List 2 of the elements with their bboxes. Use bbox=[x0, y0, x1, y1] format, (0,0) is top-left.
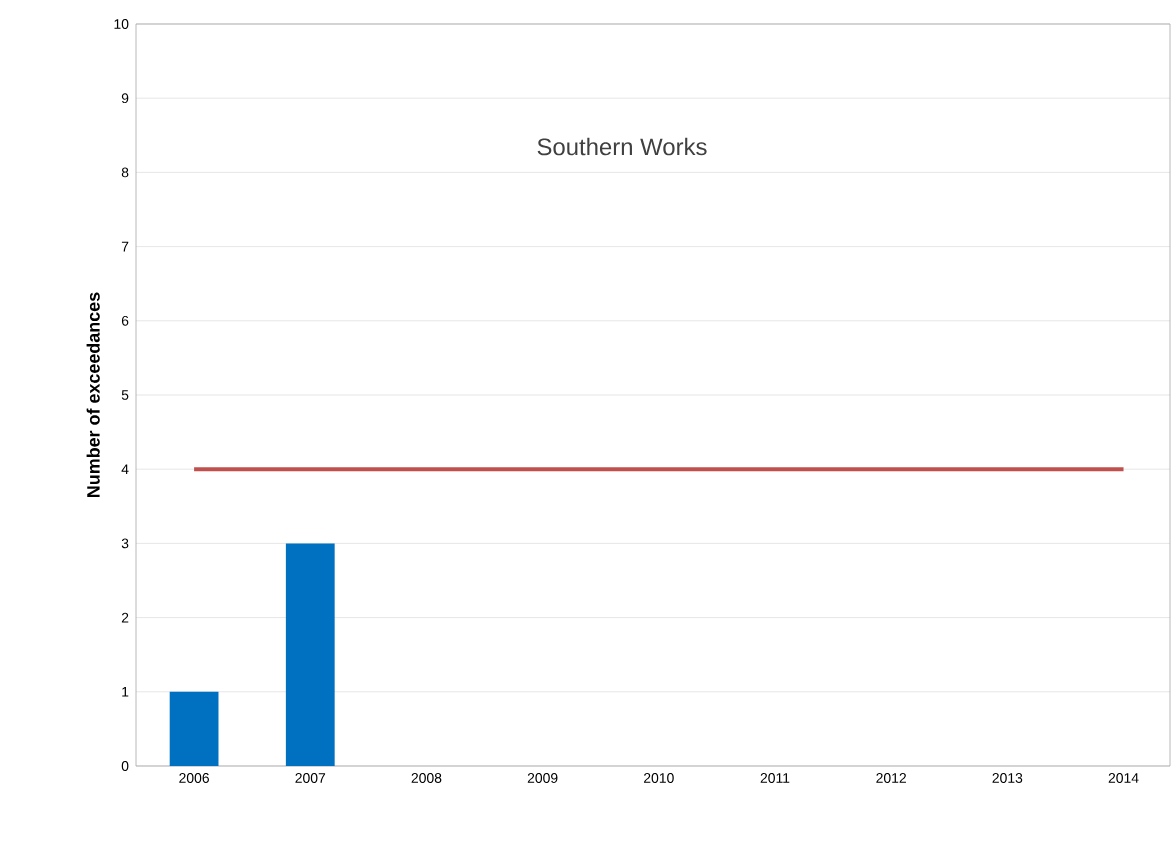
y-axis-title: Number of exceedances bbox=[86, 292, 100, 497]
text: Southern Works bbox=[537, 137, 707, 156]
